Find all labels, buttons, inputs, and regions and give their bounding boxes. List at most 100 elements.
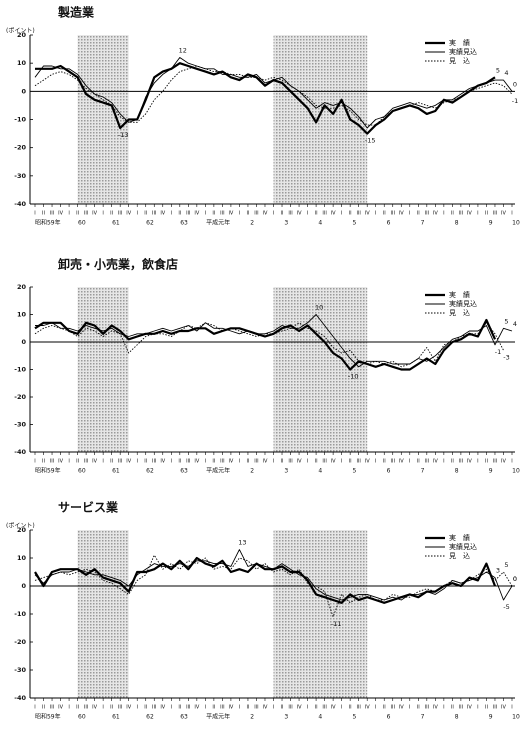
x-tick-label: II [212,705,215,711]
x-tick-label: III [493,705,497,711]
y-tick-label: -10 [14,610,26,618]
shaded-period [77,35,129,204]
value-label: 4 [504,69,508,77]
x-tick-label: II [451,705,454,711]
y-tick-label: -20 [14,393,26,401]
value-label: -5 [503,603,509,611]
series-line [34,57,513,129]
value-label: 10 [315,304,323,312]
year-label: 4 [318,714,322,721]
x-tick-label: II [76,705,79,711]
year-label: 昭和59年 [35,713,61,721]
chart-title: 製造業 [57,5,95,20]
y-axis-label: (ポイント) [6,522,35,530]
year-label: 4 [318,468,322,475]
x-tick-label: IV [92,211,97,217]
y-tick-label: 20 [17,526,27,534]
y-tick-label: -20 [14,638,26,646]
x-tick-label: IV [263,705,268,711]
y-tick-label: 0 [21,582,26,590]
x-tick-label: II [144,705,147,711]
x-tick-label: III [186,459,190,465]
year-label: 10 [512,220,520,227]
year-label: 60 [78,220,86,227]
x-tick-label: II [451,459,454,465]
year-label: 3 [284,468,288,475]
year-label: 63 [180,468,188,475]
x-tick-label: III [322,705,326,711]
x-tick-label: III [152,705,156,711]
x-tick-label: II [383,211,386,217]
x-tick-label: II [246,459,249,465]
x-tick-label: I [341,459,342,465]
legend-label: 見 込 [449,308,470,317]
year-label: 60 [78,468,86,475]
x-tick-label: I [477,705,478,711]
x-tick-label: II [42,211,45,217]
year-label: 10 [512,714,520,721]
x-tick-label: II [178,705,181,711]
x-tick-label: III [356,211,360,217]
y-axis-label: (ポイント) [6,27,35,35]
x-tick-label: III [459,459,463,465]
x-tick-label: II [485,211,488,217]
x-tick-label: III [322,459,326,465]
x-tick-label: II [417,459,420,465]
year-label: 平成元年 [206,219,230,227]
year-label: 平成元年 [206,467,230,475]
x-tick-label: IV [331,459,336,465]
x-tick-label: II [451,211,454,217]
x-tick-label: III [254,211,258,217]
year-label: 9 [489,714,493,721]
legend-label: 見 込 [449,56,470,65]
x-tick-label: III [152,459,156,465]
x-tick-label: IV [331,705,336,711]
x-tick-label: III [118,459,122,465]
x-tick-label: IV [228,705,233,711]
year-label: 61 [112,220,120,227]
x-tick-label: IV [467,705,472,711]
x-tick-label: I [443,211,444,217]
x-tick-label: IV [58,705,63,711]
x-tick-label: III [220,211,224,217]
year-label: 7 [421,220,425,227]
shaded-period [273,35,368,204]
x-tick-label: I [171,705,172,711]
year-label: 5 [353,714,357,721]
x-tick-label: I [136,705,137,711]
x-tick-label: III [254,705,258,711]
x-tick-label: II [417,705,420,711]
year-label: 平成元年 [206,713,230,721]
year-label: 2 [250,220,254,227]
x-tick-label: III [459,705,463,711]
x-tick-label: IV [297,705,302,711]
x-tick-label: I [307,459,308,465]
x-tick-label: II [281,459,284,465]
y-tick-label: 10 [17,59,27,67]
chart-title: サービス業 [58,500,119,515]
x-tick-label: III [493,211,497,217]
year-label: 10 [512,468,520,475]
year-label: 5 [353,468,357,475]
y-tick-label: -40 [14,448,26,456]
x-tick-label: IV [160,705,165,711]
shaded-period [273,287,368,452]
x-tick-label: IV [263,459,268,465]
x-tick-label: III [84,705,88,711]
legend-label: 実績見込 [449,47,477,56]
x-tick-label: III [84,459,88,465]
year-label: 61 [112,468,120,475]
y-tick-label: -40 [14,200,26,208]
x-tick-label: IV [160,211,165,217]
x-tick-label: III [459,211,463,217]
x-tick-label: IV [467,211,472,217]
x-tick-label: I [273,211,274,217]
year-label: 8 [455,714,459,721]
year-label: 6 [387,220,391,227]
value-label: -13 [118,131,129,139]
x-tick-label: I [34,211,35,217]
y-tick-label: -10 [14,366,26,374]
y-tick-label: -30 [14,666,26,674]
value-label: 5 [504,317,508,325]
